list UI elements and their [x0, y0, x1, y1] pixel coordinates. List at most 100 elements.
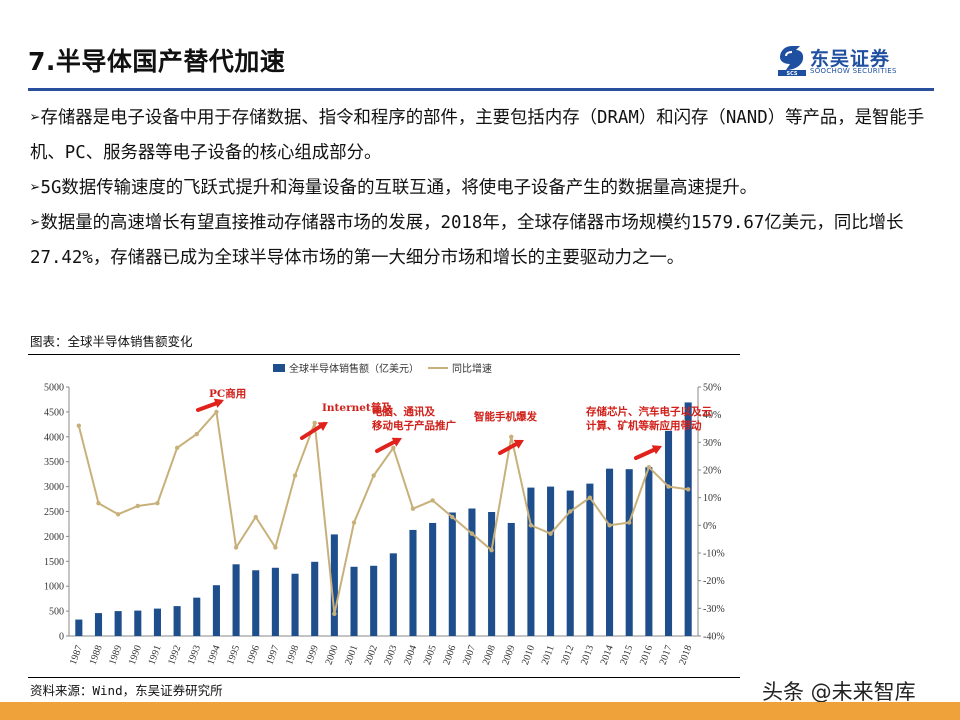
tick-label-right: -10% — [703, 549, 725, 560]
source-note: 资料来源：Wind，东吴证券研究所 — [30, 683, 223, 698]
growth-point — [489, 548, 494, 553]
bar — [468, 508, 476, 636]
bar — [409, 529, 417, 636]
x-tick-label: 2006 — [441, 644, 458, 667]
bar — [625, 469, 633, 636]
header-rule — [28, 88, 934, 91]
bar — [370, 565, 378, 636]
x-tick-label: 1992 — [166, 644, 183, 667]
bar — [448, 512, 456, 636]
growth-point — [194, 431, 199, 437]
tick-label-left: 5000 — [44, 383, 64, 394]
x-tick-label: 2005 — [422, 644, 439, 667]
tick-label-left: 4000 — [44, 432, 64, 443]
bar — [75, 619, 83, 636]
tick-label-left: 4500 — [44, 407, 64, 418]
growth-point — [253, 514, 258, 520]
x-tick-label: 2015 — [618, 644, 635, 667]
growth-point — [371, 473, 376, 478]
footer-bar — [0, 702, 960, 720]
tick-label-left: 2000 — [44, 532, 64, 543]
bar — [330, 534, 338, 636]
x-tick-label: 2007 — [461, 644, 478, 667]
growth-point — [351, 520, 357, 525]
annotation-arrowhead-icon — [651, 445, 662, 455]
bar — [586, 483, 594, 636]
chart-annotation: Internet普及 — [322, 401, 392, 414]
tick-label-left: 3000 — [44, 482, 64, 493]
bar — [566, 490, 574, 636]
semiconductor-sales-chart: 0 500 1000 1500 2000 2500 3000 3500 4000 4500 5000… — [44, 362, 725, 667]
logo-name-en: SOOCHOW SECURITIES — [810, 67, 897, 75]
watermark: 头条 @未来智库 — [762, 680, 916, 704]
chart-annotation: 计算、矿机等新应用带动 — [586, 419, 702, 432]
bar — [193, 597, 201, 636]
bar — [153, 608, 161, 636]
tick-label-right: -20% — [703, 576, 725, 587]
growth-point — [135, 503, 140, 509]
growth-point — [214, 409, 219, 415]
annotation-arrowhead-icon — [317, 422, 328, 431]
bullet-text: 数据量的高速增长有望直接推动存储器市场的发展，2018年，全球存储器市场规模约1… — [30, 213, 904, 268]
x-tick-label: 2013 — [579, 644, 596, 667]
bar — [94, 613, 103, 636]
growth-point — [273, 545, 278, 550]
x-tick-label: 2018 — [677, 644, 694, 667]
bar — [114, 611, 122, 636]
growth-point — [509, 434, 514, 439]
growth-point — [469, 531, 475, 536]
growth-point — [627, 520, 632, 525]
tick-label-left: 0 — [59, 632, 64, 643]
bar — [684, 402, 692, 636]
tick-label-left: 500 — [49, 607, 64, 618]
x-tick-label: 1989 — [107, 644, 124, 667]
growth-point — [174, 445, 180, 451]
bar — [507, 522, 515, 636]
bar — [173, 606, 181, 636]
x-tick-label: 2010 — [520, 644, 537, 667]
bullet-marker-icon: ➢ — [30, 108, 41, 128]
chart-annotation: 存储芯片、汽车电子以及云 — [586, 405, 712, 418]
logo-name-cn: 东吴证券 — [810, 48, 891, 70]
x-tick-label: 1994 — [205, 644, 222, 667]
x-tick-label: 1995 — [225, 644, 242, 667]
bar — [488, 511, 496, 636]
tick-label-left: 2500 — [44, 507, 64, 518]
x-tick-label: 2009 — [500, 644, 517, 667]
bullet-item: ➢存储器是电子设备中用于存储数据、指令和程序的部件，主要包括内存（DRAM）和闪… — [30, 101, 935, 171]
bar — [389, 553, 397, 636]
source-rule — [28, 677, 740, 678]
bar — [134, 610, 142, 636]
tick-label-left: 1000 — [44, 582, 64, 593]
x-tick-label: 2011 — [540, 644, 557, 666]
bullet-marker-icon: ➢ — [30, 178, 41, 198]
x-tick-label: 1987 — [68, 644, 85, 667]
bar — [252, 570, 260, 636]
x-tick-label: 2017 — [658, 644, 675, 667]
bullet-item: ➢数据量的高速增长有望直接推动存储器市场的发展，2018年，全球存储器市场规模约… — [30, 206, 935, 276]
x-tick-label: 1990 — [127, 644, 144, 667]
legend-swatch-bar — [273, 364, 285, 372]
bar — [311, 561, 319, 636]
growth-point — [666, 484, 671, 489]
tick-label-left: 1500 — [44, 557, 64, 568]
tick-label-right: -30% — [703, 604, 725, 615]
growth-point — [391, 445, 396, 451]
x-tick-label: 2004 — [402, 644, 419, 667]
tick-label-right: -40% — [703, 632, 725, 643]
bar — [547, 486, 555, 636]
bar — [232, 564, 240, 636]
growth-point — [450, 514, 455, 520]
tick-label-right: 10% — [703, 493, 721, 504]
growth-point — [233, 545, 239, 550]
bar — [664, 430, 673, 636]
growth-line — [77, 409, 689, 615]
legend-label-bar: 全球半导体销售额（亿美元） — [289, 362, 419, 375]
bar — [429, 522, 437, 636]
x-tick-label: 2008 — [481, 644, 498, 667]
annotation-arrowhead-icon — [513, 439, 524, 449]
x-tick-label: 1991 — [147, 644, 164, 667]
chart-annotation: 移动电子产品推广 — [372, 419, 456, 432]
x-tick-label: 2014 — [599, 644, 616, 667]
caption-rule — [28, 354, 740, 355]
